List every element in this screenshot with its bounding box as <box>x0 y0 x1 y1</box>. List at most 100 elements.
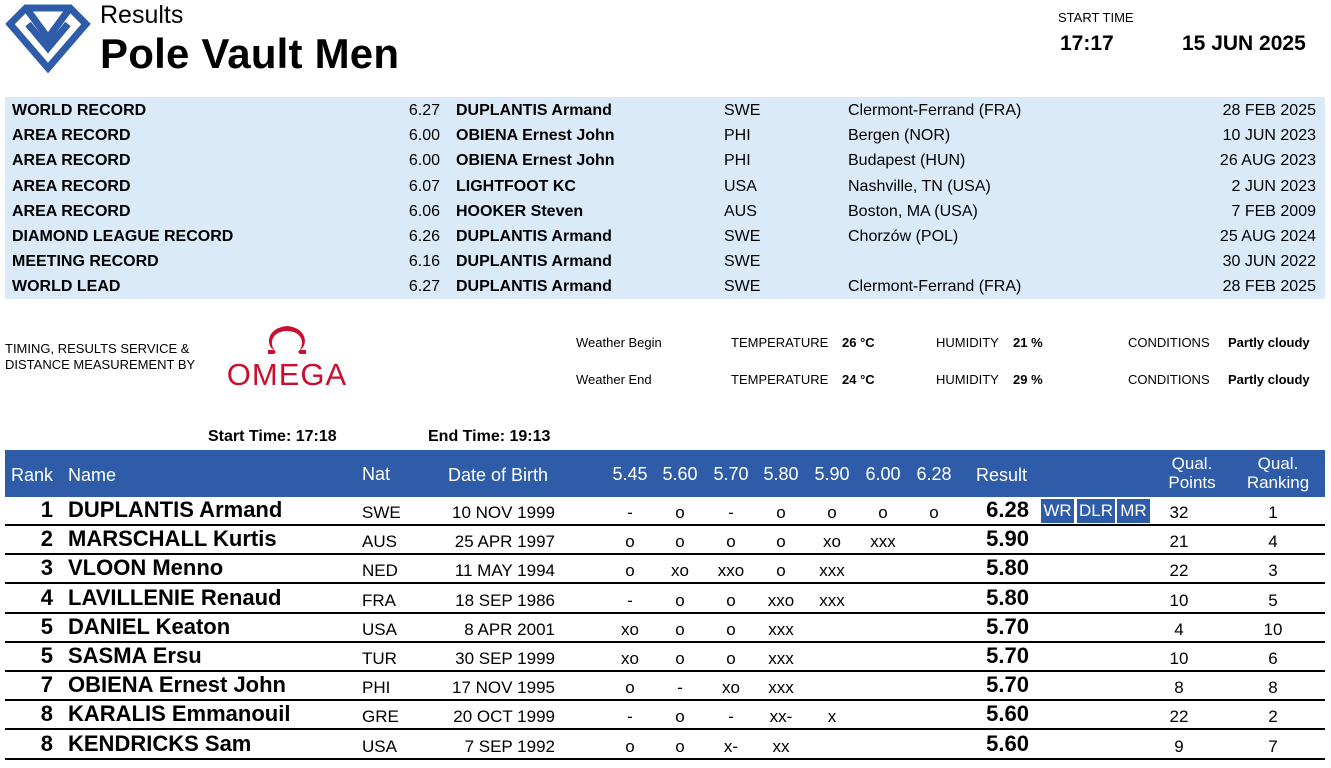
record-nat: SWE <box>724 278 761 296</box>
record-mark: 6.26 <box>408 228 440 245</box>
cell-qual-points: 9 <box>1174 736 1184 756</box>
header-qual-ranking-line1: Qual. <box>1257 454 1299 473</box>
cell-result: 5.80 <box>986 555 1029 581</box>
cell-qual-ranking: 7 <box>1268 736 1278 756</box>
cell-dob: 8 APR 2001 <box>464 619 555 639</box>
cell-attempt: xxx <box>870 532 896 552</box>
cell-rank: 5 <box>40 613 53 639</box>
cell-rank: 5 <box>40 643 53 668</box>
record-type: AREA RECORD <box>12 177 131 195</box>
cell-result: 5.70 <box>986 643 1029 668</box>
table-row: 5 DANIEL Keaton USA 8 APR 2001 xo o o xxx 5.70 4 1… <box>5 614 1325 643</box>
record-type: WORLD LEAD <box>12 278 121 296</box>
diamond-league-logo-icon <box>5 4 91 74</box>
cell-rank: 7 <box>40 672 53 698</box>
table-row: 5 SASMA Ersu TUR 30 SEP 1999 xo o o xxx 5.70 10 6 <box>5 643 1325 672</box>
record-nat: AUS <box>724 202 757 220</box>
record-date: 26 AUG 2023 <box>1219 152 1316 170</box>
cell-qual-points: 10 <box>1169 649 1189 668</box>
cell-qual-points: 4 <box>1174 619 1184 639</box>
record-row: AREA RECORD 6.00 OBIENA Ernest John PHI Buda… <box>5 148 1325 173</box>
start-time-value: 17:17 <box>1060 32 1114 55</box>
record-mark: 6.06 <box>408 202 440 220</box>
record-holder: DUPLANTIS Armand <box>456 228 612 245</box>
record-nat: SWE <box>724 253 761 271</box>
cell-nat: AUS <box>362 532 397 552</box>
cell-qual-points: 22 <box>1169 561 1189 581</box>
record-badge: MR <box>1117 499 1150 523</box>
record-date: 28 FEB 2025 <box>1222 102 1316 119</box>
cell-attempt: - <box>627 503 633 522</box>
table-row: 7 OBIENA Ernest John PHI 17 NOV 1995 o - xo xxx… <box>5 672 1325 702</box>
header-dob: Date of Birth <box>448 465 549 485</box>
record-venue: Chorzów (POL) <box>848 228 959 245</box>
cell-dob: 11 MAY 1994 <box>454 561 555 581</box>
competition-start-label: Start Time: <box>208 428 292 445</box>
cell-qual-ranking: 6 <box>1268 649 1278 668</box>
cell-attempt: o <box>675 590 685 610</box>
cell-attempt: o <box>726 590 736 610</box>
table-row: 1 DUPLANTIS Armand SWE 10 NOV 1999 - o - o o o o 6.… <box>5 497 1325 526</box>
cell-result: 5.60 <box>986 730 1029 756</box>
header-rank: Rank <box>11 465 54 485</box>
cell-result: 5.80 <box>986 584 1029 610</box>
cell-attempt: xo <box>621 619 639 639</box>
record-venue: Boston, MA (USA) <box>848 202 978 220</box>
record-row: WORLD LEAD 6.27 DUPLANTIS Armand SWE Clermon… <box>5 274 1325 299</box>
record-type: MEETING RECORD <box>12 253 159 271</box>
header-qual-points-line1: Qual. <box>1171 454 1213 473</box>
event-date: 15 JUN 2025 <box>1182 32 1306 55</box>
page-title: Pole Vault Men <box>100 30 400 77</box>
cell-attempt: o <box>675 736 685 756</box>
record-date: 28 FEB 2025 <box>1222 278 1316 296</box>
weather-end-temp: 24 °C <box>842 372 875 387</box>
cell-attempt: o <box>827 503 837 522</box>
cell-attempt: xxo <box>767 590 795 610</box>
cell-attempt: o <box>675 619 685 639</box>
cell-rank: 1 <box>40 497 53 522</box>
record-venue: Nashville, TN (USA) <box>848 177 991 195</box>
competition-start: Start Time: 17:18 <box>208 428 337 446</box>
record-row: MEETING RECORD 6.16 DUPLANTIS Armand SWE 30 … <box>5 249 1325 274</box>
record-row: AREA RECORD 6.06 HOOKER Steven AUS Boston, M… <box>5 199 1325 224</box>
cell-qual-ranking: 4 <box>1268 532 1278 552</box>
cell-qual-points: 32 <box>1169 503 1189 522</box>
cell-qual-ranking: 8 <box>1268 678 1278 698</box>
cell-rank: 8 <box>40 730 53 756</box>
timing-line-1: TIMING, RESULTS SERVICE & <box>5 341 190 356</box>
cell-result: 5.60 <box>986 701 1029 727</box>
record-mark: 6.27 <box>408 102 440 119</box>
cell-attempt: o <box>625 736 635 756</box>
cell-nat: TUR <box>362 649 397 668</box>
cell-nat: USA <box>362 736 397 756</box>
cell-dob: 18 SEP 1986 <box>455 590 555 610</box>
weather-begin-temp-label: TEMPERATURE <box>731 335 829 350</box>
record-mark: 6.00 <box>408 127 440 145</box>
omega-wordmark: OMEGA <box>227 357 347 392</box>
cell-attempt: o <box>625 561 635 581</box>
cell-attempt: o <box>776 532 786 552</box>
weather-end-hum-label: HUMIDITY <box>936 372 999 387</box>
cell-attempt: xxx <box>819 590 845 610</box>
cell-attempt: o <box>675 503 685 522</box>
record-mark: 6.16 <box>408 253 440 271</box>
cell-attempt: o <box>878 503 888 522</box>
header-name: Name <box>68 465 117 485</box>
header-height-5.80: 5.80 <box>763 464 799 484</box>
cell-attempt: o <box>726 649 736 668</box>
cell-qual-ranking: 3 <box>1268 561 1278 581</box>
record-holder: HOOKER Steven <box>456 202 584 220</box>
record-mark: 6.00 <box>408 152 440 170</box>
cell-attempt: o <box>625 678 635 698</box>
cell-attempt: xx- <box>769 707 793 727</box>
cell-qual-points: 8 <box>1174 678 1184 698</box>
cell-athlete-name: VLOON Menno <box>68 555 224 581</box>
cell-attempt: xxx <box>768 649 794 668</box>
competition-start-value: 17:18 <box>295 428 337 445</box>
competition-end-value: 19:13 <box>509 428 551 445</box>
cell-attempt: xo <box>671 561 689 581</box>
record-row: WORLD RECORD 6.27 DUPLANTIS Armand SWE Clerm… <box>5 98 1325 123</box>
weather-end-cond: Partly cloudy <box>1228 372 1310 387</box>
omega-logo: OMEGA <box>227 326 347 392</box>
cell-dob: 20 OCT 1999 <box>453 707 555 727</box>
